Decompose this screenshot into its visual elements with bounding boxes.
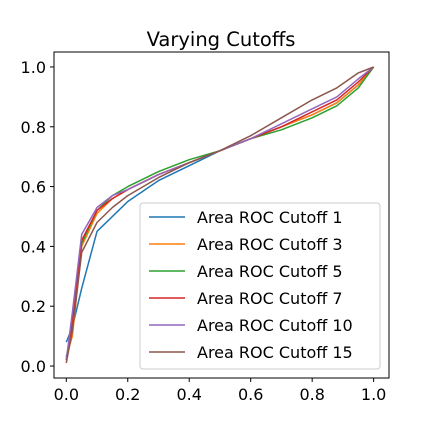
legend-label-1: Area ROC Cutoff 1 <box>197 208 343 227</box>
legend-box <box>139 202 381 370</box>
x-tick-label: 0.8 <box>299 385 324 404</box>
y-tick-label: 0.4 <box>21 237 46 256</box>
legend-label-4: Area ROC Cutoff 7 <box>197 289 343 308</box>
y-tick-label: 0.2 <box>21 297 46 316</box>
x-tick-label: 0.4 <box>177 385 202 404</box>
y-tick-label: 0.0 <box>21 357 46 376</box>
legend-label-6: Area ROC Cutoff 15 <box>197 343 353 362</box>
series-layer <box>65 66 375 364</box>
plot-frame <box>53 51 390 379</box>
legend: Area ROC Cutoff 1 Area ROC Cutoff 3 Area R… <box>139 202 381 370</box>
legend-label-2: Area ROC Cutoff 3 <box>197 235 343 254</box>
x-axis: 0.0 0.2 0.4 0.6 0.8 1.0 <box>54 378 386 404</box>
y-tick-label: 0.6 <box>21 178 46 197</box>
x-tick-label: 0.6 <box>238 385 263 404</box>
y-tick-label: 1.0 <box>21 58 46 77</box>
x-tick-label: 0.0 <box>54 385 79 404</box>
legend-label-3: Area ROC Cutoff 5 <box>197 262 343 281</box>
x-tick-label: 1.0 <box>361 385 386 404</box>
legend-label-5: Area ROC Cutoff 10 <box>197 316 353 335</box>
y-axis: 0.0 0.2 0.4 0.6 0.8 1.0 <box>21 58 54 376</box>
series-line-3 <box>65 66 375 358</box>
x-tick-label: 0.2 <box>115 385 140 404</box>
y-tick-label: 0.8 <box>21 118 46 137</box>
series-line-6 <box>65 66 374 364</box>
chart-title: Varying Cutoffs <box>147 28 296 51</box>
